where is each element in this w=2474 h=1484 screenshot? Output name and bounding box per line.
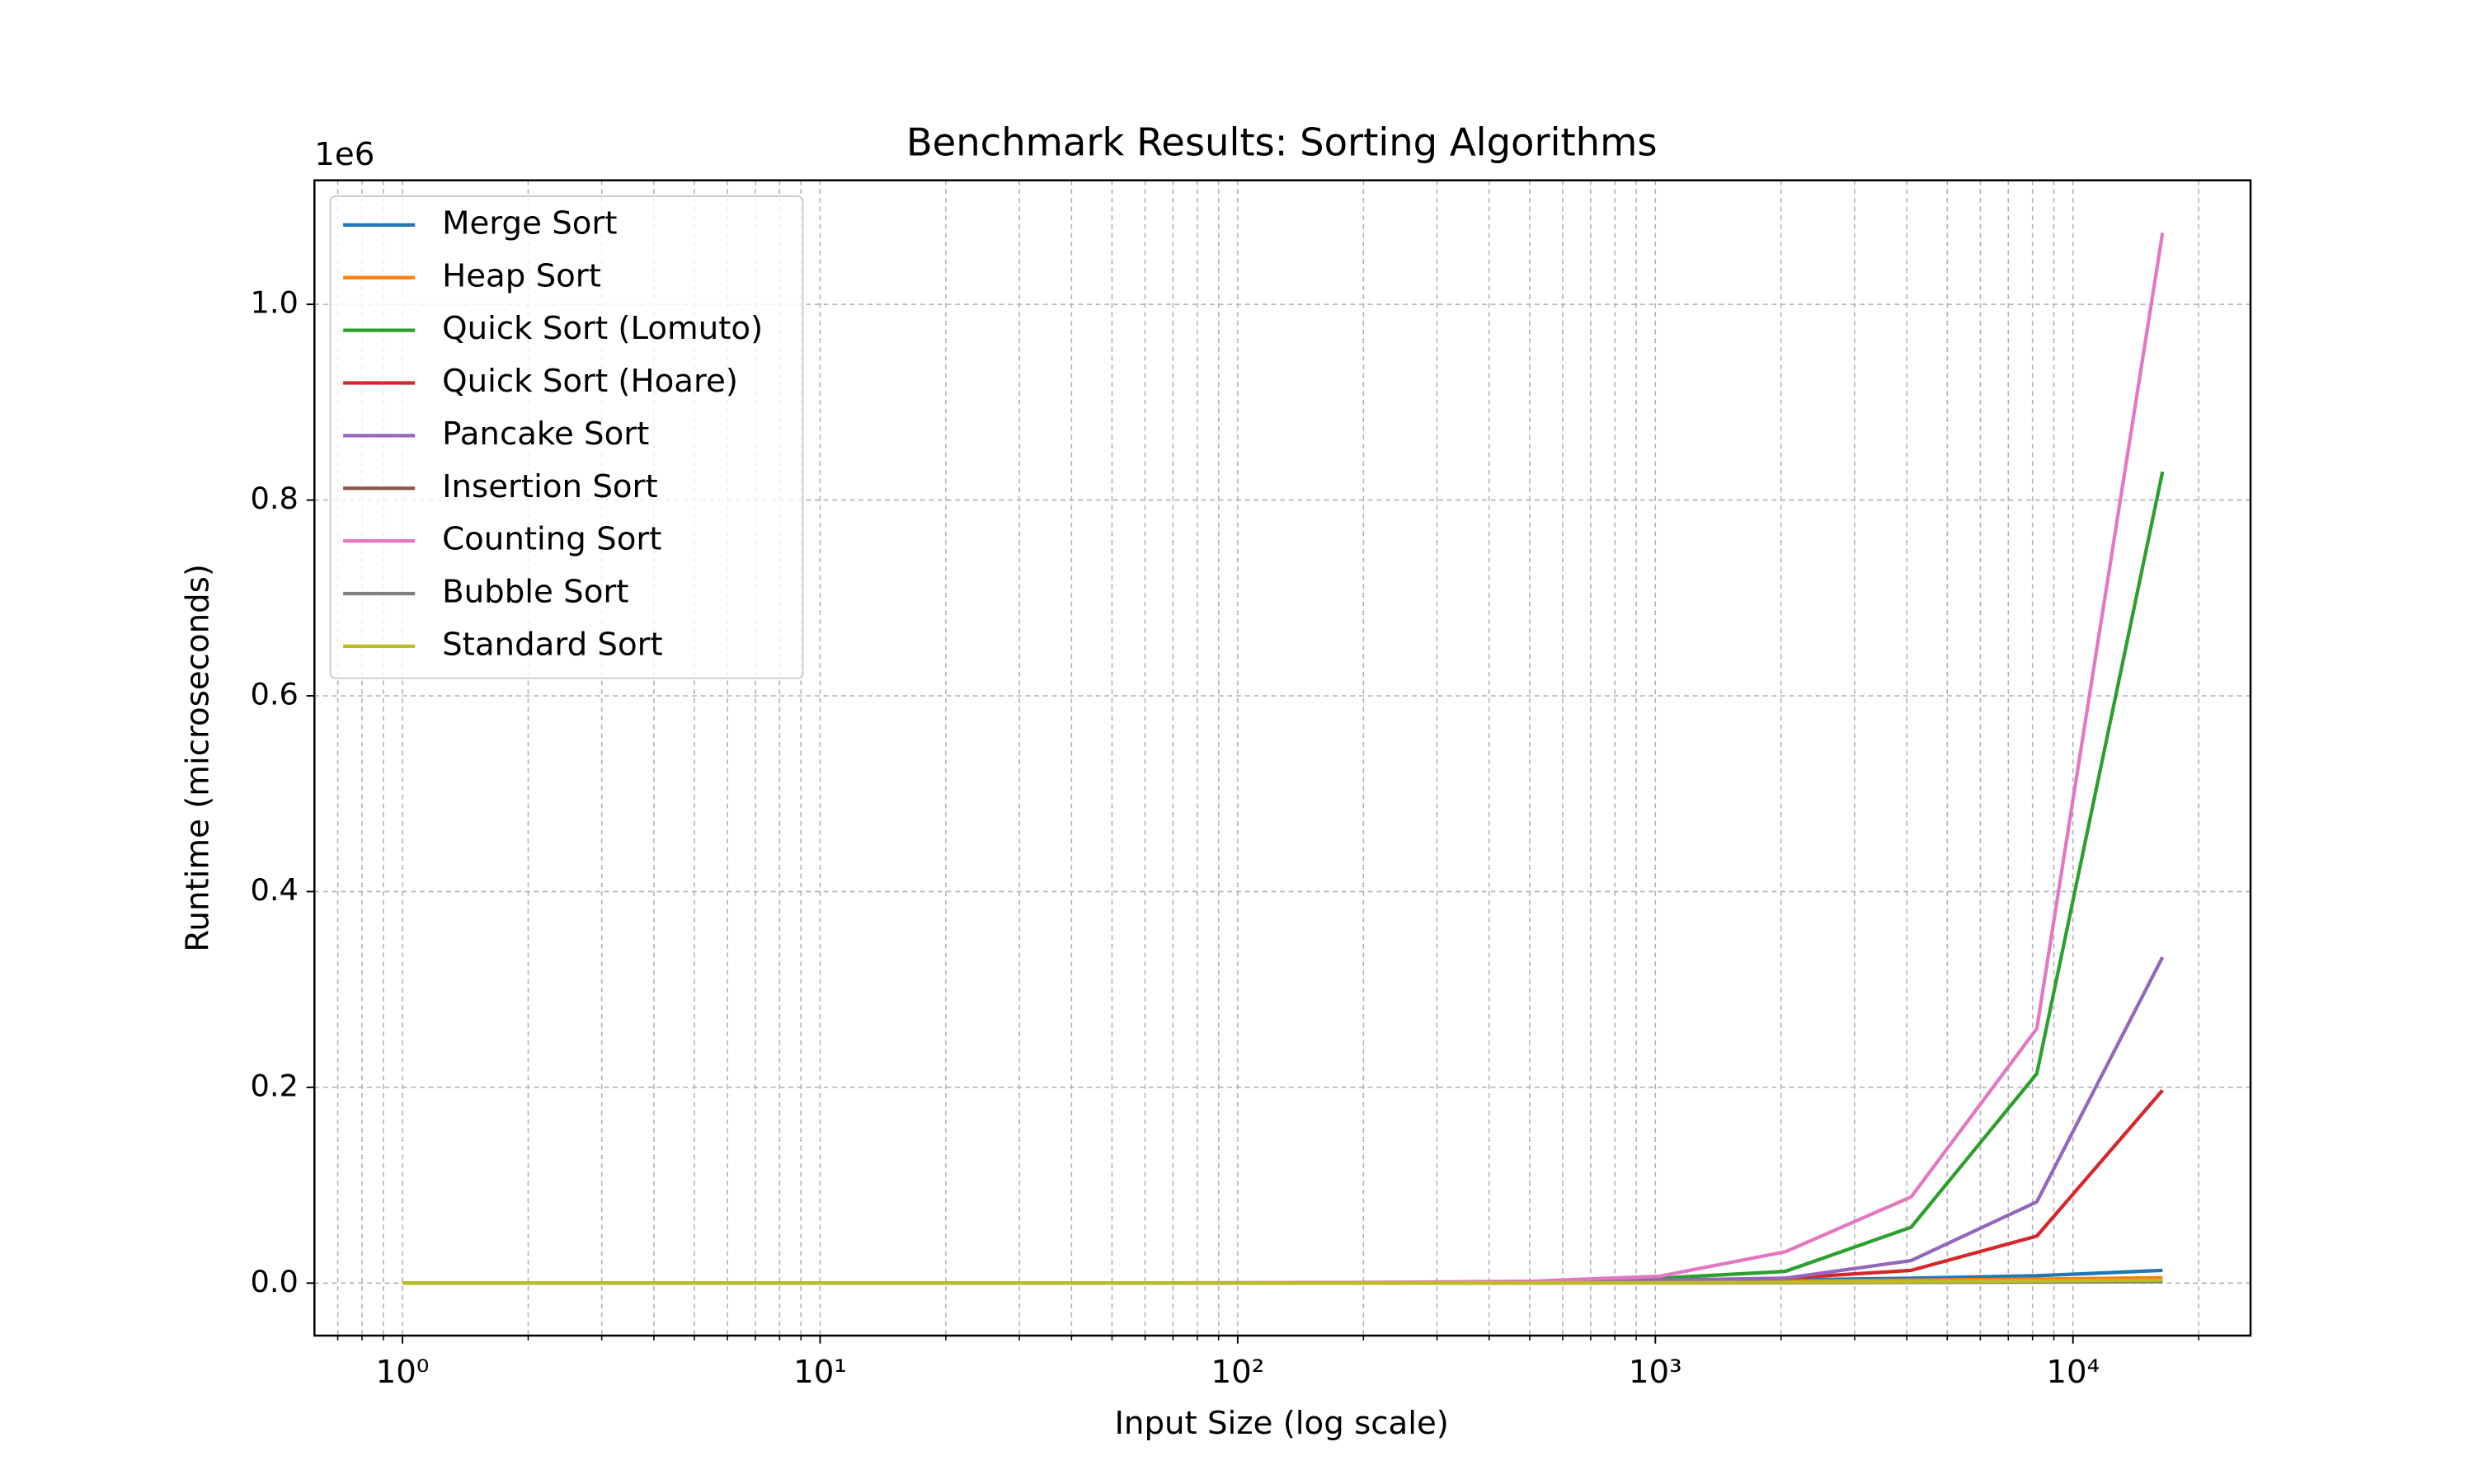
- plot-lines: [402, 232, 2165, 1285]
- x-tick-label: 10⁰: [376, 1354, 430, 1391]
- y-tick-label: 0.0: [250, 1264, 298, 1299]
- legend-label: Pancake Sort: [442, 416, 649, 453]
- legend: Merge Sort Heap Sort Quick Sort (Lomuto) Qu…: [329, 195, 804, 679]
- x-tick-label: 10⁴: [2046, 1354, 2100, 1391]
- x-tick-label: 10²: [1211, 1354, 1265, 1391]
- y-offset-label: 1e6: [314, 136, 374, 173]
- legend-label: Insertion Sort: [442, 468, 658, 505]
- plot-frame: [313, 179, 2252, 1337]
- y-tick-label: 0.4: [250, 872, 298, 908]
- y-tick-label: 0.8: [250, 481, 298, 516]
- chart-title: Benchmark Results: Sorting Algorithms: [906, 120, 1658, 165]
- legend-label: Counting Sort: [442, 521, 661, 558]
- x-tick-label: 10³: [1629, 1354, 1682, 1391]
- legend-label: Heap Sort: [442, 257, 601, 294]
- y-tick-label: 0.6: [250, 676, 298, 711]
- legend-label: Quick Sort (Hoare): [442, 363, 738, 400]
- y-tick-label: 0.2: [250, 1068, 298, 1103]
- legend-label: Bubble Sort: [442, 574, 628, 611]
- ticks: 0.0 0.2 0.4 0.6 0.8 1.0 10⁰ 10¹ 10² 10³ 10⁴: [250, 285, 2199, 1391]
- x-axis-label: Input Size (log scale): [1115, 1405, 1449, 1442]
- y-axis-label: Runtime (microseconds): [179, 564, 216, 952]
- legend-box: [329, 195, 804, 679]
- legend-label: Quick Sort (Lomuto): [442, 310, 763, 347]
- legend-label: Merge Sort: [442, 204, 617, 242]
- legend-label: Standard Sort: [442, 626, 663, 663]
- series-line: [402, 1278, 2163, 1285]
- y-tick-label: 1.0: [250, 285, 298, 321]
- x-tick-label: 10¹: [793, 1354, 847, 1391]
